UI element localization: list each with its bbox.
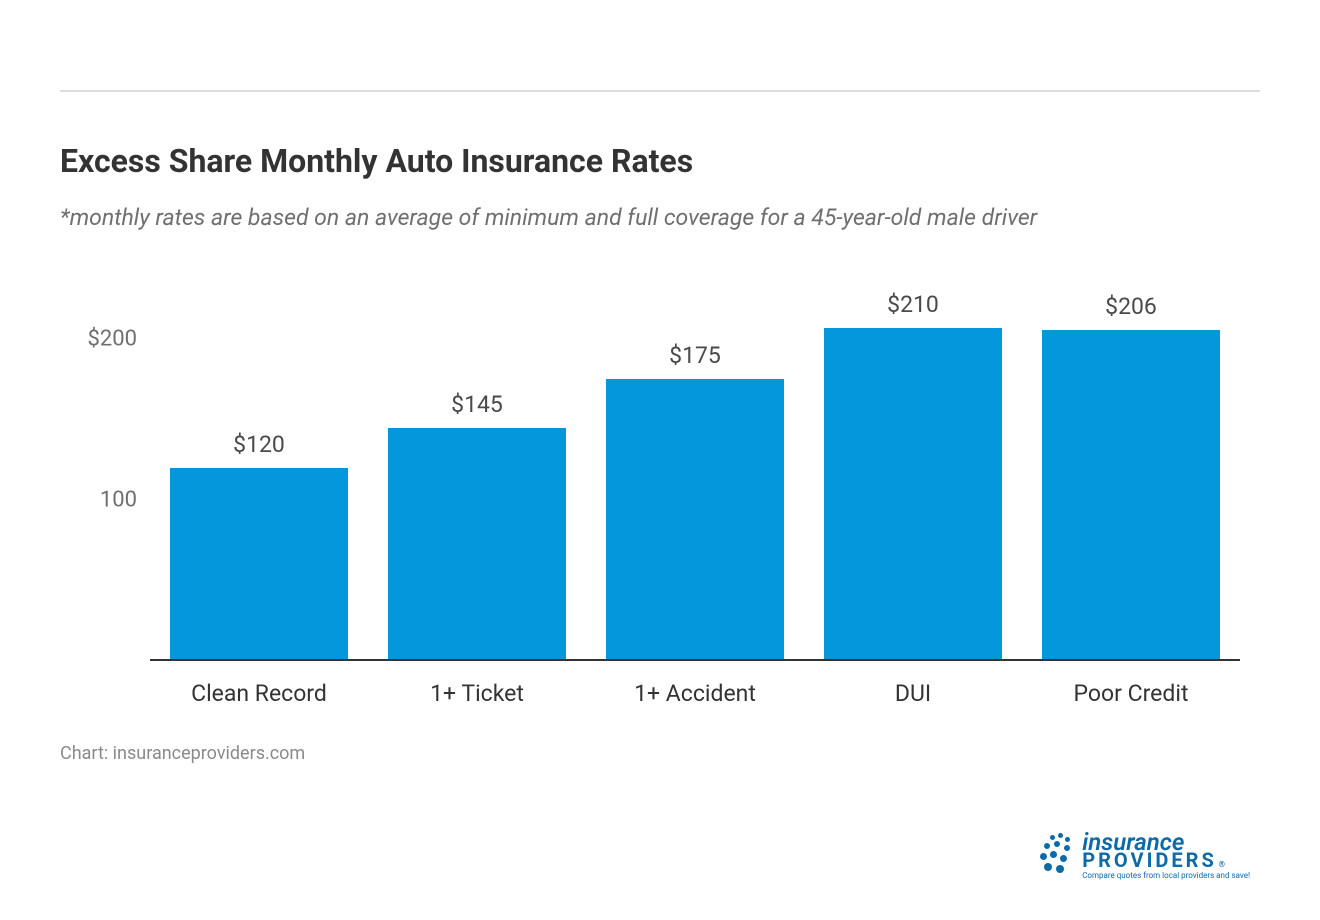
- bar: [824, 328, 1003, 661]
- bar: [170, 468, 349, 661]
- y-tick-label: $200: [52, 327, 137, 352]
- bars-group: $120 $145 $175 $210 $206: [150, 291, 1240, 661]
- bar-slot: $210: [804, 291, 1022, 661]
- logo-text-line2-word: PROVIDERS: [1082, 850, 1217, 870]
- logo-tagline: Compare quotes from local providers and …: [1082, 872, 1250, 880]
- x-axis-label: Poor Credit: [1022, 666, 1240, 721]
- chart-title: Excess Share Monthly Auto Insurance Rate…: [60, 142, 1260, 180]
- bar-slot: $120: [150, 291, 368, 661]
- bar-value-label: $120: [233, 431, 285, 458]
- bar: [388, 428, 567, 661]
- top-divider: [60, 90, 1260, 92]
- y-tick-label: 100: [52, 488, 137, 513]
- x-axis-label: DUI: [804, 666, 1022, 721]
- y-axis: 100$200: [60, 291, 145, 661]
- x-axis-label: Clean Record: [150, 666, 368, 721]
- chart-credit: Chart: insuranceproviders.com: [60, 743, 1260, 764]
- chart-container: 100$200 $120 $145 $175 $210 $206 Clean Recor…: [60, 261, 1260, 721]
- chart-subtitle: *monthly rates are based on an average o…: [60, 204, 1260, 231]
- bar-slot: $206: [1022, 291, 1240, 661]
- bar-value-label: $210: [887, 291, 939, 318]
- x-axis-labels: Clean Record1+ Ticket1+ AccidentDUIPoor …: [150, 666, 1240, 721]
- logo-mark-icon: [1038, 833, 1078, 877]
- bar-value-label: $145: [451, 391, 503, 418]
- bar-value-label: $175: [669, 342, 721, 369]
- bar: [1042, 330, 1221, 661]
- x-axis-label: 1+ Ticket: [368, 666, 586, 721]
- bar: [606, 379, 785, 661]
- bar-slot: $175: [586, 291, 804, 661]
- brand-logo: insurance PROVIDERS® Compare quotes from…: [1038, 830, 1250, 880]
- bar-value-label: $206: [1105, 293, 1157, 320]
- bar-slot: $145: [368, 291, 586, 661]
- registered-mark-icon: ®: [1219, 861, 1228, 869]
- x-axis-label: 1+ Accident: [586, 666, 804, 721]
- plot-area: $120 $145 $175 $210 $206: [150, 291, 1240, 661]
- x-axis-line: [150, 659, 1240, 661]
- logo-text-line2: PROVIDERS®: [1082, 850, 1250, 870]
